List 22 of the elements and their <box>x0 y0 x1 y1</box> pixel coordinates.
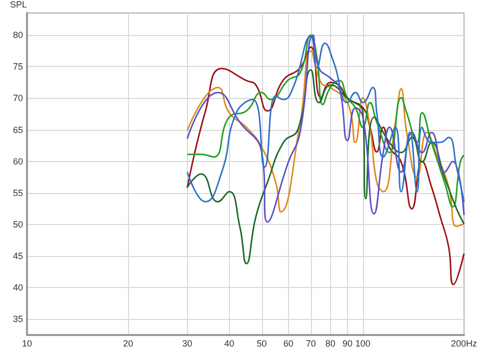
x-tick-label: 200Hz <box>450 338 478 348</box>
y-tick-label: 35 <box>12 314 23 324</box>
x-tick-label: 40 <box>224 338 234 348</box>
y-tick-label: 50 <box>12 220 23 230</box>
x-tick-label: 80 <box>325 338 336 348</box>
x-tick-label: 70 <box>306 338 316 348</box>
y-axis-title: SPL <box>10 0 27 10</box>
y-tick-label: 75 <box>12 62 23 72</box>
y-tick-label: 65 <box>12 124 23 135</box>
x-tick-label: 100 <box>355 338 370 348</box>
y-tick-label: 70 <box>12 93 23 104</box>
y-tick-label: 80 <box>12 30 23 40</box>
x-tick-label: 20 <box>123 338 134 348</box>
x-tick-label: 60 <box>283 338 294 348</box>
x-tick-label: 90 <box>342 338 353 348</box>
y-tick-label: 60 <box>12 156 23 166</box>
x-tick-label: 10 <box>22 338 32 348</box>
x-tick-label: 30 <box>182 338 192 348</box>
y-tick-label: 40 <box>12 282 23 293</box>
y-tick-label: 45 <box>12 251 23 262</box>
y-tick-label: 55 <box>12 188 23 198</box>
x-tick-label: 50 <box>256 338 267 348</box>
